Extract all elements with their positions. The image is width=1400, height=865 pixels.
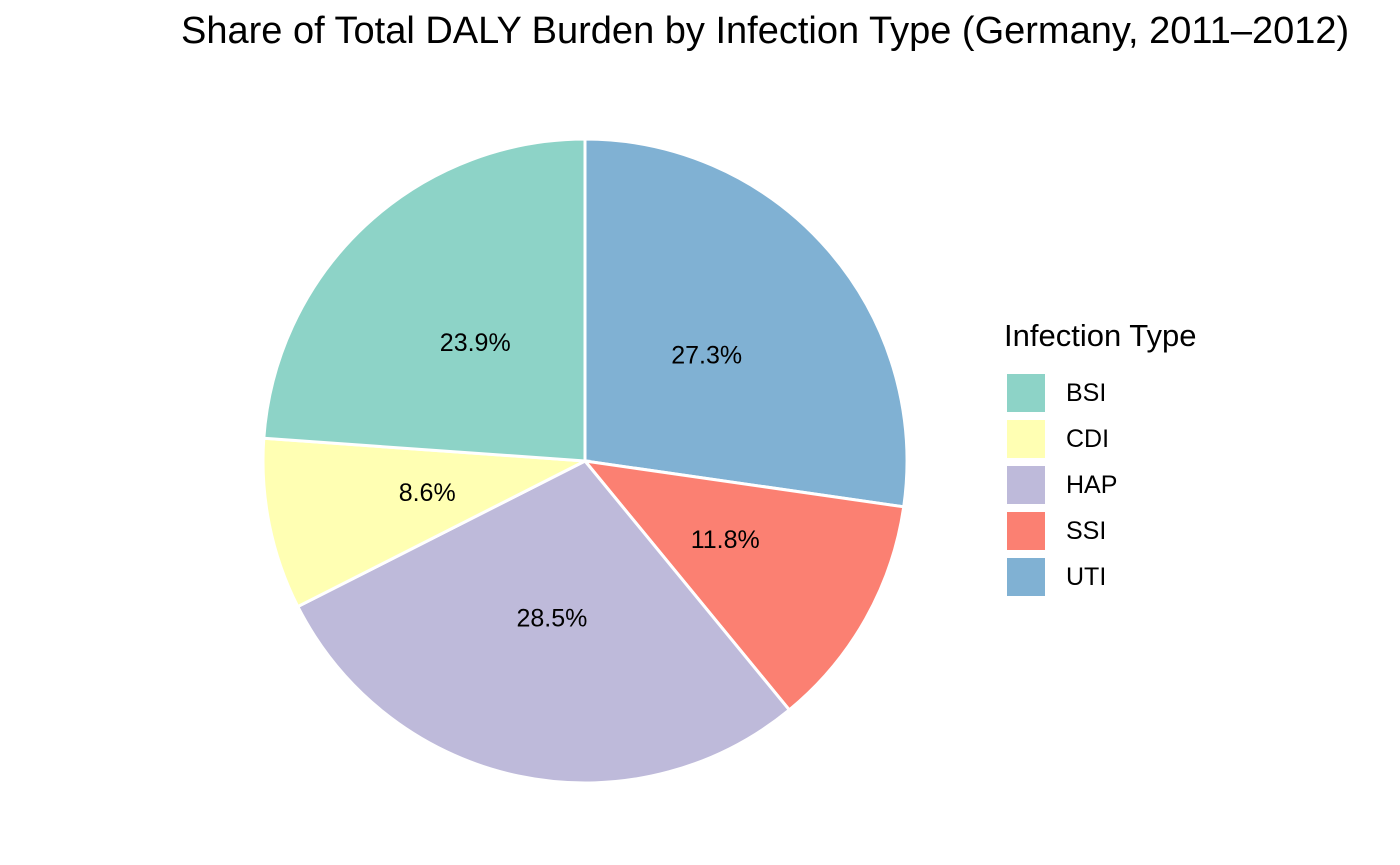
slice-label-cdi: 8.6% xyxy=(399,479,456,507)
legend-swatch-hap xyxy=(1007,466,1045,504)
legend-label-uti: UTI xyxy=(1066,562,1107,591)
pie-slice-labels: 27.3% 11.8% 28.5% 8.6% 23.9% xyxy=(399,329,760,632)
legend-item-ssi: SSI xyxy=(1004,508,1196,554)
legend-items: BSI CDI HAP SSI UTI xyxy=(1004,370,1196,600)
legend-label-hap: HAP xyxy=(1066,470,1118,499)
title-area: Share of Total DALY Burden by Infection … xyxy=(0,0,1400,80)
legend-item-cdi: CDI xyxy=(1004,416,1196,462)
pie-slice-cdi xyxy=(261,436,591,609)
chart-title: Share of Total DALY Burden by Infection … xyxy=(181,10,1350,52)
legend-swatch-ssi xyxy=(1007,512,1045,550)
pie-slice-bsi xyxy=(262,137,587,463)
legend-label-bsi: BSI xyxy=(1066,378,1107,407)
legend-swatch-bsi xyxy=(1007,374,1045,412)
legend-title: Infection Type xyxy=(1004,318,1197,353)
legend: Infection Type BSI CDI HAP SSI UTI xyxy=(1004,318,1196,600)
pie-slice-uti xyxy=(583,137,909,509)
slice-label-hap: 28.5% xyxy=(516,605,587,633)
legend-label-ssi: SSI xyxy=(1066,516,1107,545)
pie-slice-hap xyxy=(295,459,792,785)
slice-label-bsi: 23.9% xyxy=(440,329,511,357)
slice-label-uti: 27.3% xyxy=(671,342,742,370)
slice-label-ssi: 11.8% xyxy=(691,526,760,554)
legend-item-bsi: BSI xyxy=(1004,370,1196,416)
pie-slice-ssi xyxy=(581,458,906,713)
legend-item-hap: HAP xyxy=(1004,462,1196,508)
pie-slices xyxy=(261,137,909,785)
legend-swatch-cdi xyxy=(1007,420,1045,458)
legend-item-uti: UTI xyxy=(1004,554,1196,600)
legend-label-cdi: CDI xyxy=(1066,424,1110,453)
legend-swatch-uti xyxy=(1007,558,1045,596)
